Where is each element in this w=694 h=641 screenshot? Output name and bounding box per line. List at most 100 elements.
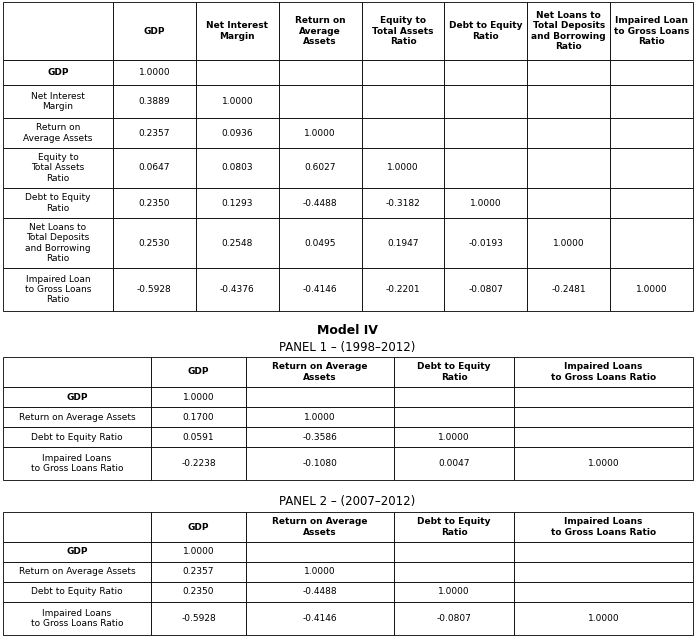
Bar [196, 118, 279, 148]
Text: -0.1080: -0.1080 [303, 459, 337, 468]
Text: Return on Average
Assets: Return on Average Assets [272, 362, 368, 381]
Text: Impaired Loans
to Gross Loans Ratio: Impaired Loans to Gross Loans Ratio [31, 609, 124, 628]
Bar [3, 447, 151, 480]
Text: 1.0000: 1.0000 [304, 413, 336, 422]
Bar [279, 85, 362, 118]
Bar [3, 582, 151, 602]
Text: 0.2357: 0.2357 [139, 128, 170, 138]
Text: -0.3586: -0.3586 [303, 433, 337, 442]
Bar [196, 2, 279, 60]
Text: Debt to Equity
Ratio: Debt to Equity Ratio [417, 362, 491, 381]
Bar [3, 148, 113, 188]
Text: 0.2548: 0.2548 [221, 238, 253, 247]
Bar [514, 387, 693, 407]
Bar [514, 357, 693, 387]
Bar [444, 218, 527, 268]
Bar [151, 602, 246, 635]
Text: GDP: GDP [188, 367, 210, 376]
Bar [3, 60, 113, 85]
Text: GDP: GDP [144, 26, 165, 35]
Bar [113, 148, 196, 188]
Bar [362, 268, 444, 311]
Bar [279, 218, 362, 268]
Text: 1.0000: 1.0000 [470, 199, 502, 208]
Bar [362, 218, 444, 268]
Text: 1.0000: 1.0000 [553, 238, 584, 247]
Text: -0.4488: -0.4488 [303, 199, 337, 208]
Text: 1.0000: 1.0000 [636, 285, 668, 294]
Text: Equity to
Total Assets
Ratio: Equity to Total Assets Ratio [31, 153, 85, 183]
Bar [514, 582, 693, 602]
Text: Debt to Equity
Ratio: Debt to Equity Ratio [25, 194, 91, 213]
Bar [151, 357, 246, 387]
Bar [196, 188, 279, 218]
Bar [3, 512, 151, 542]
Text: Impaired Loan
to Gross Loans
Ratio: Impaired Loan to Gross Loans Ratio [25, 274, 91, 304]
Text: Impaired Loans
to Gross Loans Ratio: Impaired Loans to Gross Loans Ratio [551, 517, 656, 537]
Text: -0.0193: -0.0193 [468, 238, 503, 247]
Bar [246, 427, 394, 447]
Bar [444, 148, 527, 188]
Bar [151, 582, 246, 602]
Bar [362, 148, 444, 188]
Bar [113, 85, 196, 118]
Bar [151, 562, 246, 582]
Text: -0.0807: -0.0807 [468, 285, 503, 294]
Bar [394, 427, 514, 447]
Bar [527, 85, 610, 118]
Bar [196, 268, 279, 311]
Bar [362, 85, 444, 118]
Bar [610, 60, 693, 85]
Bar [3, 562, 151, 582]
Text: Model IV: Model IV [316, 324, 378, 337]
Bar [444, 268, 527, 311]
Text: -0.2201: -0.2201 [386, 285, 421, 294]
Text: 1.0000: 1.0000 [305, 128, 336, 138]
Bar [527, 60, 610, 85]
Text: Impaired Loans
to Gross Loans Ratio: Impaired Loans to Gross Loans Ratio [551, 362, 656, 381]
Bar [279, 2, 362, 60]
Text: 1.0000: 1.0000 [221, 97, 253, 106]
Bar [394, 407, 514, 427]
Bar [527, 2, 610, 60]
Text: Debt to Equity
Ratio: Debt to Equity Ratio [417, 517, 491, 537]
Text: Debt to Equity
Ratio: Debt to Equity Ratio [449, 21, 523, 40]
Bar [3, 2, 113, 60]
Text: GDP: GDP [66, 392, 87, 401]
Bar [610, 118, 693, 148]
Bar [514, 602, 693, 635]
Bar [279, 188, 362, 218]
Text: Return on Average Assets: Return on Average Assets [19, 567, 135, 576]
Bar [246, 387, 394, 407]
Text: 0.1947: 0.1947 [387, 238, 418, 247]
Text: 0.2357: 0.2357 [183, 567, 214, 576]
Bar [151, 407, 246, 427]
Bar [246, 562, 394, 582]
Text: -0.0807: -0.0807 [437, 614, 471, 623]
Bar [527, 148, 610, 188]
Bar [3, 218, 113, 268]
Bar [527, 218, 610, 268]
Bar [444, 118, 527, 148]
Text: 1.0000: 1.0000 [183, 547, 214, 556]
Bar [362, 188, 444, 218]
Text: 1.0000: 1.0000 [183, 392, 214, 401]
Text: PANEL 2 – (2007–2012): PANEL 2 – (2007–2012) [279, 495, 415, 508]
Bar [514, 512, 693, 542]
Bar [527, 118, 610, 148]
Bar [151, 427, 246, 447]
Text: Equity to
Total Assets
Ratio: Equity to Total Assets Ratio [372, 16, 434, 46]
Bar [394, 387, 514, 407]
Text: Net Loans to
Total Deposits
and Borrowing
Ratio: Net Loans to Total Deposits and Borrowin… [532, 11, 606, 51]
Bar [610, 268, 693, 311]
Text: Debt to Equity Ratio: Debt to Equity Ratio [31, 433, 123, 442]
Bar [3, 268, 113, 311]
Bar [113, 268, 196, 311]
Text: 0.2350: 0.2350 [139, 199, 170, 208]
Bar [3, 602, 151, 635]
Bar [362, 118, 444, 148]
Bar [246, 512, 394, 542]
Bar [444, 188, 527, 218]
Bar [444, 60, 527, 85]
Bar [610, 85, 693, 118]
